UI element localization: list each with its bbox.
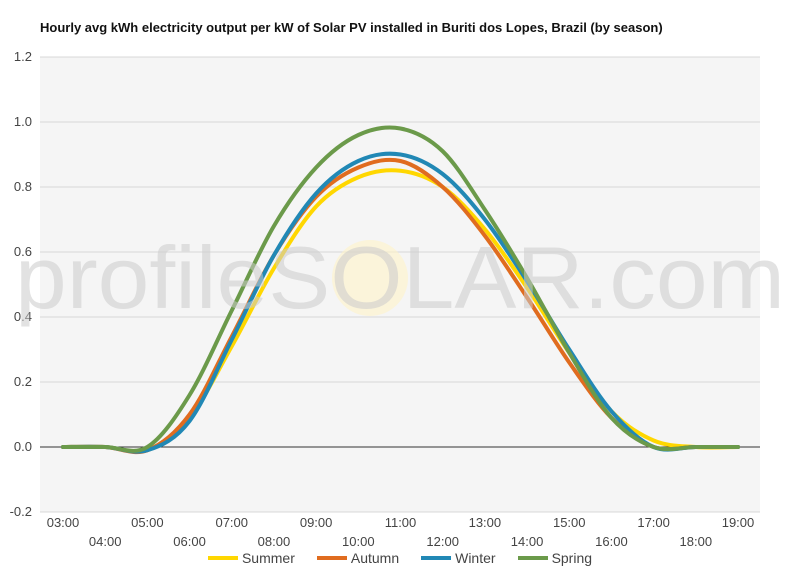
- watermark: profileSOLAR.com: [15, 232, 785, 327]
- legend-label: Summer: [241, 550, 295, 566]
- chart-title: Hourly avg kWh electricity output per kW…: [40, 20, 663, 35]
- series-line-winter: [61, 151, 740, 454]
- x-tick-label: 17:00: [637, 515, 670, 530]
- x-tick-label: 08:00: [258, 534, 291, 549]
- grid: [40, 56, 760, 513]
- y-tick-label: 0.2: [14, 374, 32, 389]
- x-tick-label: 15:00: [553, 515, 586, 530]
- legend-swatch: [316, 556, 347, 560]
- legend-swatch: [207, 556, 238, 560]
- x-tick-label: 18:00: [680, 534, 713, 549]
- y-tick-label: 0.4: [14, 309, 32, 324]
- x-tick-label: 11:00: [385, 515, 417, 530]
- x-tick-label: 19:00: [722, 515, 755, 530]
- legend-item-spring[interactable]: Spring: [517, 550, 593, 566]
- y-tick-label: 0.0: [14, 439, 32, 454]
- series-group: [61, 125, 740, 455]
- legend-item-summer[interactable]: Summer: [207, 550, 295, 566]
- x-tick-label: 13:00: [469, 515, 502, 530]
- y-tick-label: -0.2: [10, 504, 32, 519]
- y-tick-label: 0.8: [14, 179, 32, 194]
- x-tick-label: 03:00: [47, 515, 80, 530]
- y-axis-ticks: -0.2 0.0 0.2 0.4 0.6 0.8 1.0 1.2: [10, 49, 32, 519]
- legend-label: Autumn: [350, 550, 400, 566]
- watermark-sun-icon: [332, 240, 408, 316]
- series-line-spring: [61, 125, 740, 453]
- legend-swatch: [421, 556, 452, 560]
- x-tick-label: 16:00: [595, 534, 628, 549]
- x-tick-label: 09:00: [300, 515, 333, 530]
- x-tick-label: 07:00: [215, 515, 248, 530]
- x-tick-label: 12:00: [426, 534, 459, 549]
- x-tick-label: 05:00: [131, 515, 164, 530]
- x-tick-label: 10:00: [342, 534, 375, 549]
- x-axis-ticks: 03:00 04:00 05:00 06:00 07:00 08:00 09:00 10:00…: [47, 515, 755, 549]
- y-tick-label: 0.6: [14, 244, 32, 259]
- legend-label: Winter: [455, 550, 496, 566]
- legend: Summer Autumn Winter Spring: [0, 550, 800, 566]
- legend-label: Spring: [551, 550, 593, 566]
- watermark-text: profileSOLAR.com: [15, 232, 785, 327]
- x-tick-label: 04:00: [89, 534, 122, 549]
- x-tick-label: 14:00: [511, 534, 544, 549]
- legend-item-autumn[interactable]: Autumn: [316, 550, 400, 566]
- legend-item-winter[interactable]: Winter: [421, 550, 496, 566]
- y-tick-label: 1.0: [14, 114, 32, 129]
- x-tick-label: 06:00: [173, 534, 206, 549]
- legend-swatch: [517, 556, 548, 560]
- y-tick-label: 1.2: [14, 49, 32, 64]
